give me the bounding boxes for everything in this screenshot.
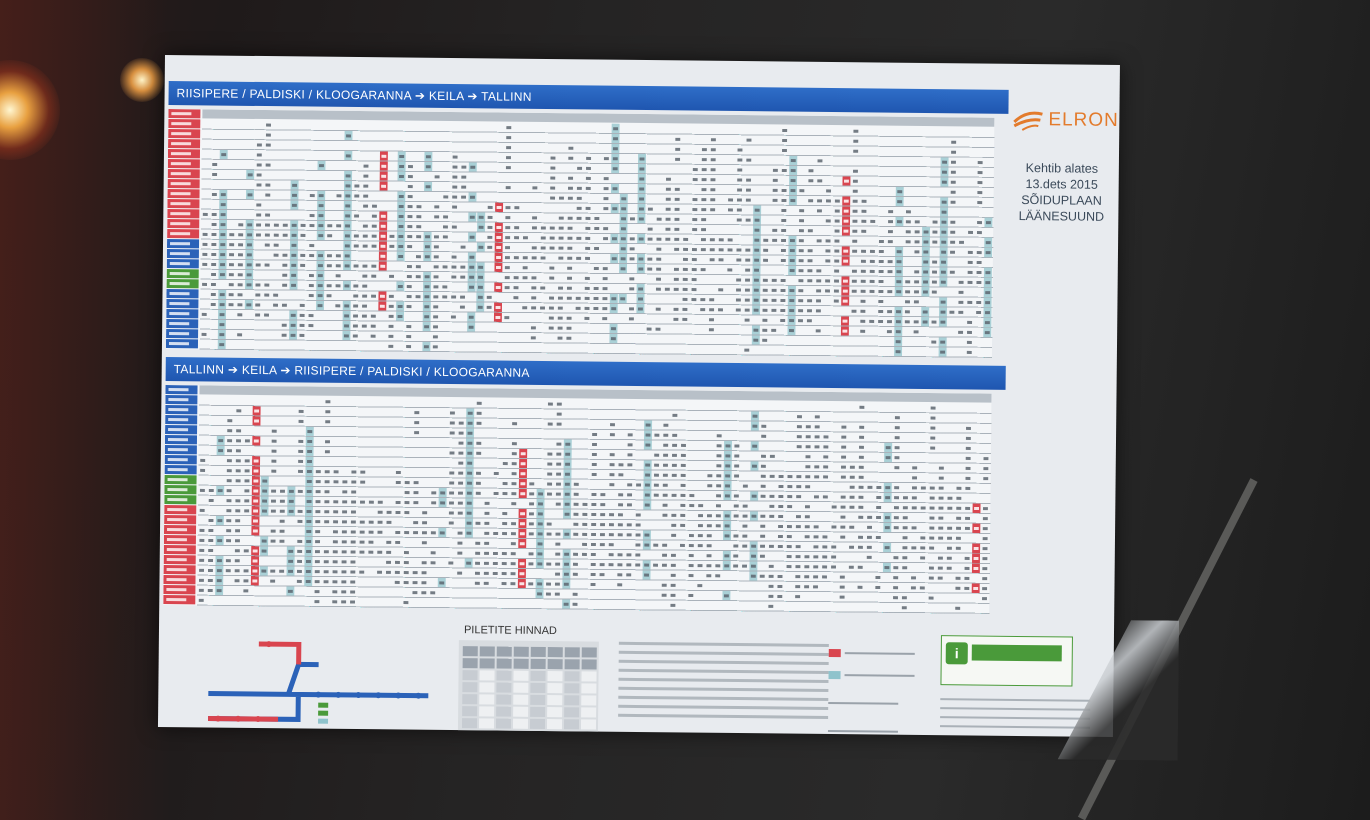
route-map-icon [208, 641, 429, 724]
direction-label: LÄÄNESUUND [1018, 208, 1105, 224]
schedule-title: SÕIDUPLAAN [1021, 192, 1102, 208]
legend-swatch-red [828, 648, 841, 658]
timetable-eastbound [163, 385, 992, 614]
elron-logo: ELRON [1012, 108, 1119, 133]
red-light-streak [0, 0, 170, 820]
legend-swatch-teal [828, 670, 841, 680]
contact-details [940, 691, 1091, 736]
valid-from-date: 13.dets 2015 [1025, 177, 1098, 192]
notes-text [618, 636, 829, 728]
brand-name: ELRON [1048, 109, 1119, 131]
route-header-eastbound: TALLINN ➔ KEILA ➔ RIISIPERE / PALDISKI /… [165, 357, 1006, 390]
timetable-grid [165, 109, 995, 358]
torn-corner [1058, 619, 1179, 760]
fares-title: PILETITE HINNAD [463, 624, 557, 638]
valid-from-label: Kehtib alates [1025, 161, 1099, 176]
elron-logo-icon [1013, 111, 1043, 131]
customer-service-box: i [940, 635, 1073, 687]
legend [827, 640, 939, 733]
info-icon: i [945, 642, 968, 665]
timetable-westbound [165, 109, 995, 358]
timetable-grid [163, 385, 992, 614]
helpline-banner [971, 644, 1062, 662]
fares-table [457, 640, 599, 732]
route-header-westbound: RIISIPERE / PALDISKI / KLOOGARANNA ➔ KEI… [168, 81, 1009, 114]
timetable-poster: RIISIPERE / PALDISKI / KLOOGARANNA ➔ KEI… [157, 55, 1120, 737]
validity-info: Kehtib alates 13.dets 2015 SÕIDUPLAAN LÄ… [1013, 160, 1110, 225]
